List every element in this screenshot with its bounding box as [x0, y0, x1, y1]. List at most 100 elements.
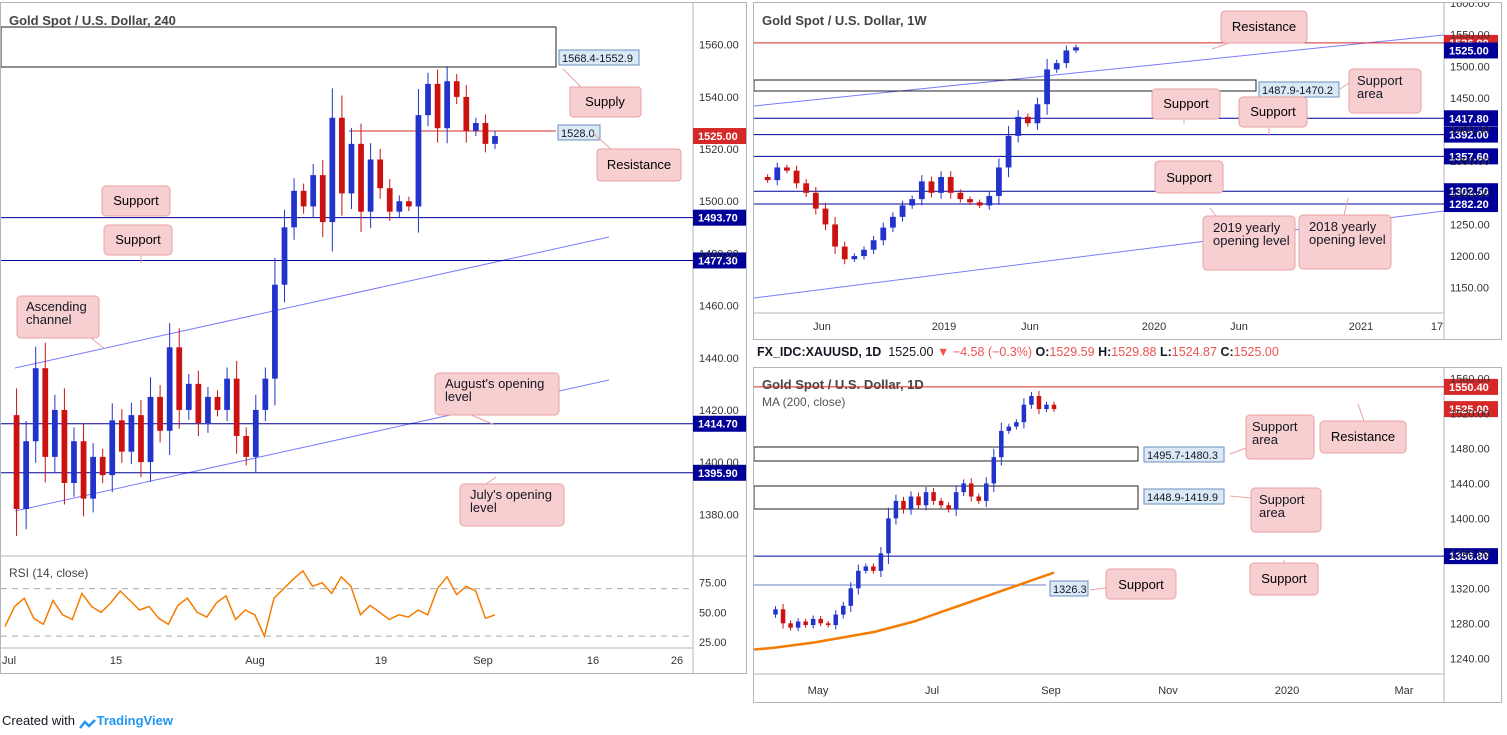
weekly-callout-resistance-text: Resistance: [1232, 19, 1296, 34]
w-y-tick-label: 1450.00: [1450, 93, 1490, 105]
h4-candle: [300, 190, 307, 207]
w-candle: [832, 224, 838, 247]
weekly-chart-svg[interactable]: Gold Spot / U.S. Dollar, 1W 1487.9-1470.…: [754, 3, 1501, 339]
h4-callout-support-2: Support: [103, 224, 173, 263]
d-candle: [991, 457, 997, 484]
d-candle: [773, 609, 778, 615]
d-candle: [908, 496, 914, 510]
d-level-tag-box: [1444, 401, 1498, 418]
w-y-tick-label: 1300.00: [1450, 188, 1490, 200]
w-candle: [1024, 116, 1031, 124]
h4-candle: [377, 159, 384, 189]
h4-candle: [157, 396, 163, 431]
d-x-tick-label: Mar: [1395, 685, 1414, 697]
d-candle: [803, 621, 808, 626]
d-level-tag: 1550.40: [1449, 382, 1489, 394]
h4-level-tag-box: [693, 252, 746, 269]
weekly-chart-panel[interactable]: Gold Spot / U.S. Dollar, 1W 1487.9-1470.…: [753, 2, 1502, 340]
h4-y-tick-label: 1440.00: [699, 353, 739, 365]
d-candle: [810, 618, 816, 626]
w-candle: [851, 256, 858, 260]
d-candle: [1051, 404, 1057, 410]
h4-callout-support-1: Support: [101, 185, 171, 217]
h4-candle: [472, 122, 479, 131]
h4-callout-july-opening-text: July's opening level: [470, 488, 552, 515]
h4-candle: [233, 378, 240, 437]
h4-y-tick-label: 1560.00: [699, 40, 739, 52]
d-y-tick-label: 1240.00: [1450, 653, 1490, 665]
h4-x-tick-label: 16: [587, 655, 599, 667]
d-candle: [931, 492, 936, 501]
h4-y-tick-label: 1400.00: [699, 457, 739, 469]
d-candle: [833, 614, 838, 626]
d-level-tag-box: [1444, 378, 1498, 395]
footer-brand[interactable]: TradingView: [96, 713, 173, 728]
w-x-tick-label: 2019: [932, 321, 956, 333]
h4-candle: [492, 136, 498, 144]
h4-candle: [90, 456, 96, 499]
w-level-tag: 1357.60: [1449, 151, 1489, 163]
h4-callout-resistance: Resistance: [592, 132, 682, 182]
daily-callout-support-2: Support: [1089, 568, 1177, 600]
h4-level-tag-box: [693, 415, 746, 432]
daily-support-line-tag: 1326.3: [1053, 584, 1087, 596]
d-y-tick-label: 1560.00: [1450, 373, 1490, 385]
h4-candle: [291, 190, 297, 228]
h4-chart-svg[interactable]: Gold Spot / U.S. Dollar, 240 1568.4-1552…: [1, 3, 746, 673]
w-candle: [764, 176, 771, 181]
w-candle: [870, 240, 877, 250]
h4-rsi-y-tick-label: 25.00: [699, 637, 727, 649]
d-candle: [938, 500, 944, 506]
daily-chart-svg[interactable]: Gold Spot / U.S. Dollar, 1D MA (200, clo…: [754, 368, 1501, 702]
daily-zone-1-tag-box: [1143, 446, 1225, 463]
h4-candle: [185, 383, 192, 410]
weekly-callout-2018-opening-text: 2018 yearly opening level: [1309, 220, 1386, 247]
w-x-tick-label: Jun: [1230, 321, 1248, 333]
h4-x-tick-label: Sep: [473, 655, 493, 667]
w-candle: [793, 170, 800, 184]
d-x-tick-label: Jul: [925, 685, 939, 697]
h4-level-tag-box: [693, 209, 746, 226]
h4-candle: [195, 383, 202, 423]
d-candle: [976, 496, 981, 501]
h4-candle: [166, 347, 173, 431]
h4-candle: [463, 96, 470, 131]
h4-x-tick-label: Aug: [245, 655, 265, 667]
w-candle: [1073, 47, 1079, 51]
d-y-tick-label: 1280.00: [1450, 618, 1490, 630]
d-candle: [1044, 404, 1049, 410]
w-candle: [1005, 135, 1012, 168]
info-high: 1529.88: [1111, 345, 1157, 359]
h4-callout-august-opening: August's opening level: [434, 372, 560, 426]
h4-callout-supply-text: Supply: [585, 94, 625, 109]
footer-credit: Created with TradingView: [2, 713, 173, 729]
h4-x-tick-label: 19: [375, 655, 387, 667]
h4-candle: [310, 175, 317, 207]
h4-candle: [252, 409, 259, 457]
daily-support-line-tag-box: [1049, 580, 1089, 597]
d-candle: [953, 492, 959, 510]
h4-candle: [434, 83, 441, 129]
h4-candle: [386, 188, 393, 212]
daily-support-zone-1: [754, 446, 1139, 462]
h4-candle: [176, 347, 183, 410]
h4-level-tag: 1395.90: [698, 468, 738, 480]
info-price: 1525.00: [888, 345, 934, 359]
h4-candle: [482, 122, 489, 144]
h4-supply-zone-tag-box: [558, 49, 640, 66]
info-c-label: C:: [1220, 345, 1234, 359]
d-level-tag-box: [1444, 548, 1498, 565]
d-x-tick-label: Nov: [1158, 685, 1178, 697]
h4-callout-support-2-text: Support: [115, 232, 161, 247]
d-candle: [893, 500, 899, 519]
h4-candle: [358, 143, 364, 212]
d-y-tick-label: 1520.00: [1450, 408, 1490, 420]
daily-chart-panel[interactable]: Gold Spot / U.S. Dollar, 1D MA (200, clo…: [753, 367, 1502, 703]
w-candle: [880, 227, 887, 241]
d-candle: [1029, 395, 1034, 405]
tradingview-logo-icon: [78, 717, 97, 729]
h4-chart-panel[interactable]: Gold Spot / U.S. Dollar, 240 1568.4-1552…: [0, 2, 747, 674]
h4-candle: [99, 456, 106, 476]
d-candle: [848, 588, 854, 606]
weekly-callout-support-3-text: Support: [1166, 170, 1212, 185]
